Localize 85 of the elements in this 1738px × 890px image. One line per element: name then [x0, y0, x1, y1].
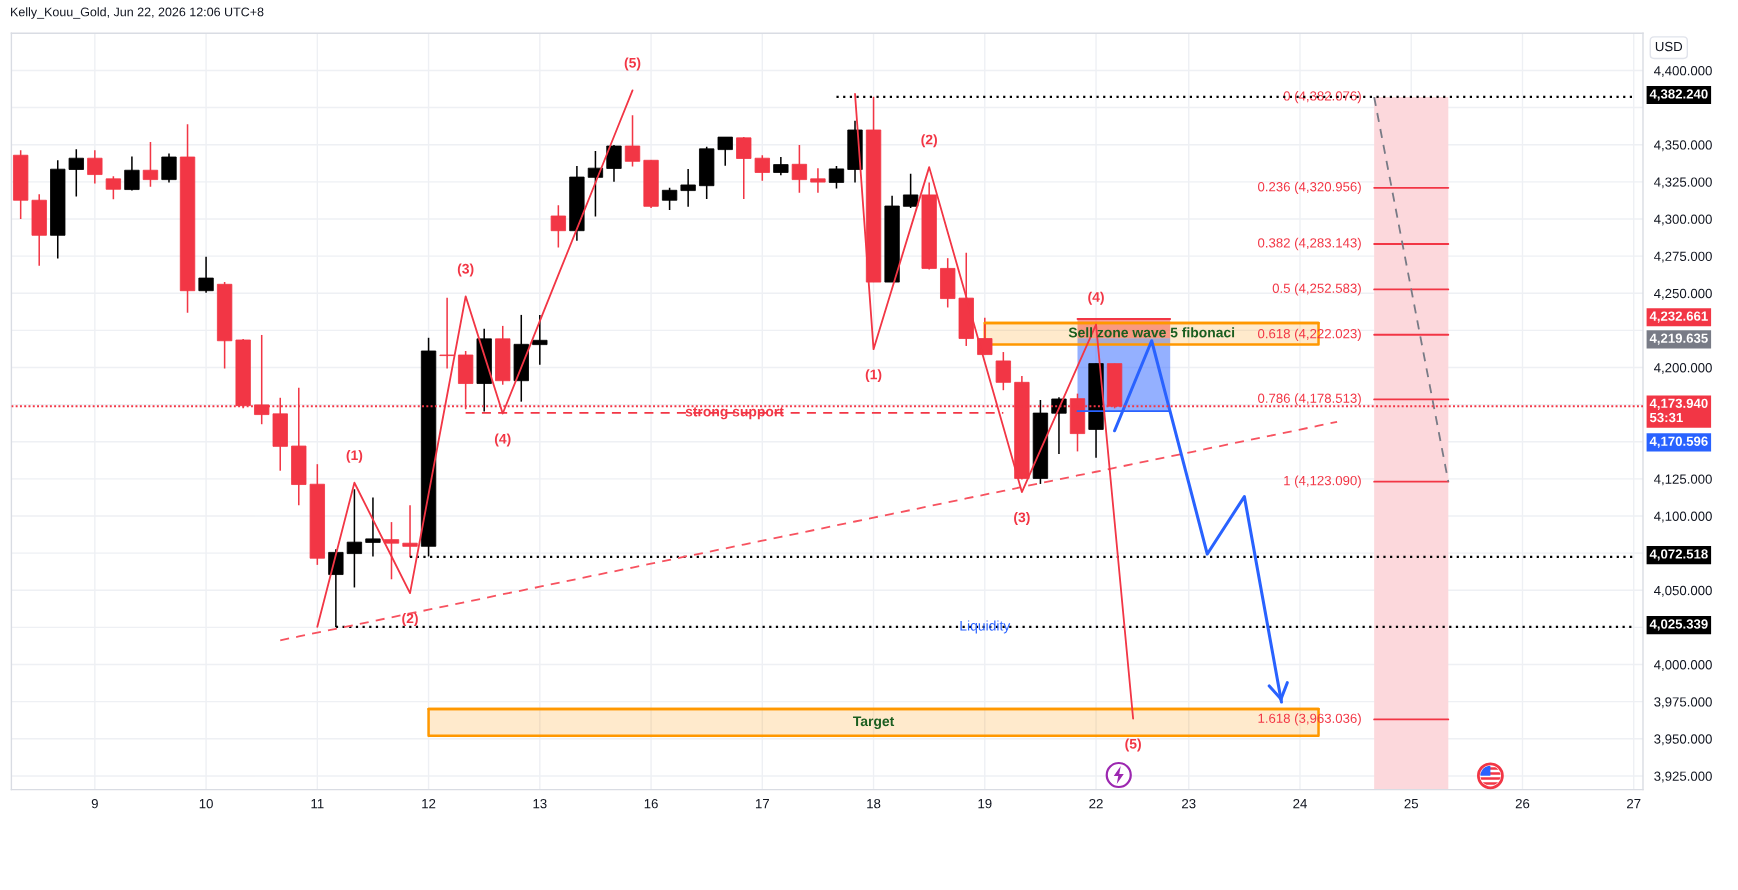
annotation: (5): [624, 57, 641, 71]
y-tick-label: 4,300.000: [1654, 214, 1712, 226]
candlestick: [606, 144, 622, 183]
candlestick: [439, 297, 455, 370]
candlestick: [161, 152, 177, 184]
y-tick-label: 4,350.000: [1654, 140, 1712, 152]
chart-title: Kelly_Kouu_Gold, Jun 22, 2026 12:06 UTC+8: [11, 7, 264, 19]
candlestick: [346, 488, 363, 589]
ref-line-label: 4,173.940 53:31: [1649, 398, 1708, 423]
data-label: 4,382.240: [1649, 89, 1708, 101]
x-tick-label: 9: [91, 798, 98, 809]
candlestick: [142, 141, 159, 188]
data-label: 4,025.339: [1649, 619, 1708, 631]
text: 4,219.635: [1649, 333, 1708, 345]
x-tick-label: 17: [755, 799, 769, 809]
data-label: 0.5 (4,252.583): [1272, 283, 1361, 296]
text: 4,170.596: [1649, 436, 1708, 448]
x-tick-label: 12: [422, 798, 436, 809]
candlestick: [773, 156, 789, 177]
series-label: Target: [853, 716, 895, 729]
series-label: Sell zone wave 5 fibonaci: [1068, 327, 1235, 338]
candlestick: [661, 187, 678, 211]
candlestick: [810, 167, 826, 194]
annotation: (2): [921, 134, 937, 148]
data-label: 4,072.518: [1649, 549, 1708, 561]
series-label: Liquidity: [960, 620, 1011, 634]
candlestick: [87, 149, 103, 185]
x-tick-label: 25: [1404, 798, 1419, 809]
text: 4,232.661: [1649, 311, 1708, 323]
annotation: (3): [1014, 512, 1030, 525]
y-tick-label: 4,400.000: [1654, 66, 1712, 77]
annotation: (4): [1088, 291, 1104, 305]
annotation: (1): [346, 449, 363, 463]
y-tick-label: 3,925.000: [1654, 771, 1712, 783]
candlestick: [902, 173, 919, 209]
y-tick-label: 4,200.000: [1654, 363, 1712, 374]
candlestick: [977, 316, 993, 356]
x-tick-label: 16: [644, 798, 658, 809]
candlestick: [383, 521, 400, 581]
data-label: 0.382 (4,283.143): [1258, 237, 1361, 251]
x-tick-label: 27: [1627, 798, 1641, 809]
annotation: (5): [1125, 738, 1141, 752]
candlestick: [68, 148, 84, 198]
y-tick-label: 4,050.000: [1654, 585, 1712, 597]
candlestick: [532, 314, 548, 366]
x-tick-label: 23: [1182, 798, 1196, 809]
candlestick: [105, 175, 122, 200]
annotation: (1): [865, 369, 882, 383]
candlestick: [624, 114, 641, 168]
y-tick-label: 4,125.000: [1654, 474, 1712, 486]
candlestick: [198, 255, 214, 294]
candlestick: [828, 165, 845, 190]
x-tick-label: 26: [1515, 798, 1530, 809]
candlestick: [365, 496, 381, 558]
y-axis-title: USD: [1655, 41, 1683, 52]
x-tick-label: 19: [978, 798, 992, 809]
x-tick-label: 24: [1293, 798, 1307, 809]
y-tick-label: 4,100.000: [1654, 511, 1712, 523]
annotation: (4): [494, 433, 511, 447]
x-tick-label: 18: [867, 798, 881, 809]
candlestick: [791, 144, 808, 194]
data-label: 0.786 (4,178.513): [1258, 393, 1361, 406]
data-label: 1 (4,123.090): [1284, 475, 1361, 488]
line-series: [1373, 96, 1450, 483]
candlestick: [717, 136, 733, 167]
y-tick-label: 3,975.000: [1654, 697, 1712, 709]
annotation: (3): [457, 263, 474, 277]
x-tick-label: 22: [1089, 798, 1103, 809]
candlestick: [680, 168, 696, 208]
candlestick: [402, 504, 418, 558]
candlestick: [754, 154, 770, 182]
candlestick: [124, 155, 140, 192]
candlestick: [550, 204, 567, 249]
candlestick: [736, 136, 752, 200]
y-tick-label: 3,950.000: [1654, 734, 1712, 746]
y-tick-label: 4,250.000: [1654, 288, 1712, 300]
y-tick-label: 4,000.000: [1654, 660, 1712, 672]
data-label: 0.236 (4,320.956): [1258, 181, 1361, 194]
x-tick-label: 11: [311, 799, 324, 809]
x-tick-label: 10: [199, 798, 213, 809]
annotation: (2): [402, 613, 418, 626]
x-tick-label: 13: [533, 798, 547, 809]
y-tick-label: 4,325.000: [1654, 177, 1712, 189]
y-tick-label: 4,275.000: [1654, 251, 1712, 263]
candlestick: [995, 351, 1011, 391]
